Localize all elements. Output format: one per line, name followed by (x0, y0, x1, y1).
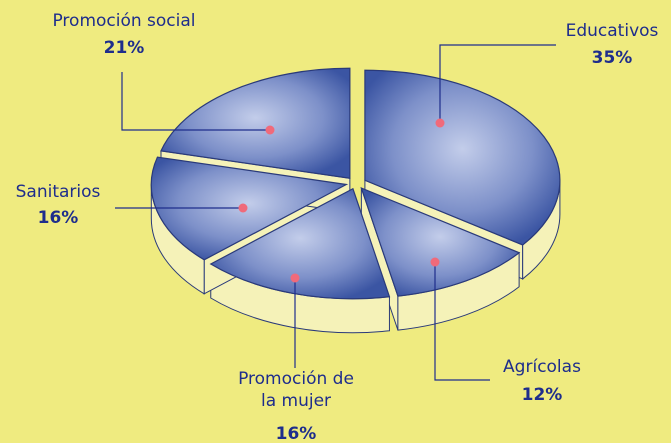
slice (209, 187, 391, 300)
value-label: 35% (591, 48, 633, 68)
leader-line (439, 44, 556, 123)
value-label: 16% (37, 208, 79, 228)
slice-label: Promoción social (52, 11, 196, 31)
slice (160, 67, 351, 179)
leader-line (434, 262, 490, 381)
label-dot (265, 125, 275, 135)
slice (360, 187, 521, 297)
slice-label: Educativos (565, 21, 659, 41)
value-label: 21% (103, 38, 145, 58)
label-dot (290, 273, 300, 283)
leader-line (121, 72, 270, 131)
value-label: 12% (521, 385, 563, 405)
value-label: 16% (275, 424, 317, 443)
label-dot (238, 203, 248, 213)
label-dot (430, 257, 440, 267)
slice (364, 69, 561, 246)
label-dot (435, 118, 445, 128)
slice-label: Promoción de la mujer (238, 369, 354, 411)
slice-label: Agrícolas (503, 357, 581, 377)
slice-label: Sanitarios (15, 182, 101, 202)
slice (150, 156, 349, 261)
